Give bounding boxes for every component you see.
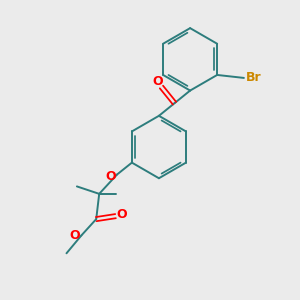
Text: O: O (70, 229, 80, 242)
Text: O: O (152, 75, 163, 88)
Text: Br: Br (246, 71, 262, 84)
Text: O: O (116, 208, 127, 221)
Text: O: O (106, 169, 116, 182)
